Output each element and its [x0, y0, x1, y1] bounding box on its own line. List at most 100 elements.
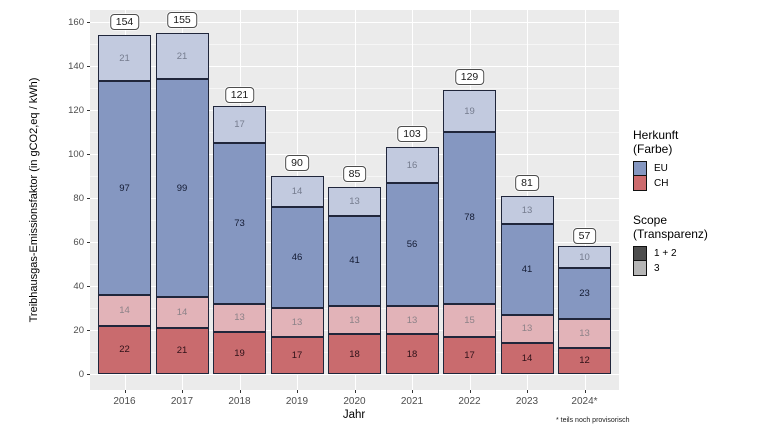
bar-segment-ch-scope-3: 13 [328, 305, 381, 335]
x-tick-label: 2020 [343, 396, 366, 407]
bar-segment-ch-scope-1-2: 17 [270, 336, 324, 374]
legend-title-herkunft: Herkunft (Farbe) [633, 128, 763, 156]
bar-segment-eu-scope-1-2: 99 [155, 79, 209, 297]
x-tick-mark [239, 390, 241, 393]
y-tick-mark [87, 154, 90, 155]
bar-segment-ch-scope-1-2: 21 [155, 327, 209, 374]
y-tick-mark [87, 198, 90, 199]
legend-item-scope-label: 1 + 2 [654, 248, 677, 259]
y-tick-label: 60 [73, 237, 84, 248]
bar-segment-ch-scope-1-2: 17 [443, 336, 496, 374]
y-tick-label: 120 [68, 105, 84, 116]
legend-item-scope-swatch [633, 261, 647, 276]
x-tick-mark [527, 390, 528, 393]
legend-title-herkunft-line2: (Farbe) [633, 142, 673, 156]
bar-segment-eu-scope-3: 19 [443, 90, 496, 132]
legend-title-scope-line1: Scope [633, 213, 668, 227]
bar-segment-ch-scope-1-2: 14 [500, 343, 554, 374]
x-tick-label: 2024* [571, 396, 598, 407]
y-tick-label: 140 [68, 61, 84, 72]
bar-segment-eu-scope-3: 14 [270, 176, 324, 207]
x-tick-mark [182, 390, 183, 393]
bar-segment-ch-scope-3: 13 [213, 303, 266, 333]
total-label: 154 [109, 14, 140, 31]
legend-title-scope-line2: (Transparenz) [633, 227, 708, 241]
bar-segment-eu-scope-1-2: 41 [328, 215, 381, 306]
bar-segment-eu-scope-3: 17 [213, 105, 266, 143]
bar-segment-eu-scope-1-2: 78 [443, 132, 496, 304]
legend-scope-items: 1 + 2 3 [633, 246, 763, 276]
bar-segment-ch-scope-3: 14 [155, 297, 209, 328]
gridline-vertical [584, 10, 586, 390]
y-axis-title: Treibhausgas-Emissionsfaktor (in gCO2,eq… [28, 77, 40, 323]
x-tick-mark [584, 390, 586, 393]
x-tick-label: 2016 [113, 396, 136, 407]
y-tick-mark [87, 242, 90, 243]
x-tick-label: 2022 [458, 396, 481, 407]
total-label: 155 [167, 12, 197, 28]
legend-item-scope-label: 3 [654, 263, 660, 274]
total-label: 121 [224, 86, 255, 103]
bar-segment-ch-scope-3: 14 [98, 294, 151, 326]
bar-segment-eu-scope-1-2: 46 [270, 206, 324, 308]
legend-title-herkunft-line1: Herkunft [633, 128, 679, 142]
legend-item-herkunft-ch: CH [633, 176, 763, 191]
legend: Herkunft (Farbe) EU CH Scope (Transparenz… [633, 128, 763, 298]
total-label: 129 [454, 69, 485, 86]
total-label: 90 [285, 155, 309, 171]
x-tick-label: 2019 [285, 396, 309, 407]
bar-segment-eu-scope-3: 21 [98, 35, 151, 82]
y-tick-mark [87, 22, 90, 23]
y-tick-mark [87, 66, 90, 67]
x-axis-title: Jahr [342, 409, 366, 421]
legend-item-herkunft-swatch [633, 161, 647, 176]
x-tick-mark [354, 390, 356, 393]
bar-segment-eu-scope-3: 10 [558, 246, 611, 269]
x-tick-label: 2021 [400, 396, 424, 407]
legend-herkunft-items: EU CH [633, 161, 763, 191]
y-tick-label: 0 [78, 369, 84, 380]
total-label: 85 [342, 166, 367, 182]
bar-segment-ch-scope-1-2: 12 [558, 347, 611, 374]
bar-segment-ch-scope-3: 13 [385, 305, 439, 335]
y-tick-label: 160 [68, 17, 84, 28]
bar-segment-eu-scope-1-2: 97 [98, 81, 151, 295]
bar-segment-ch-scope-1-2: 18 [385, 334, 439, 374]
legend-item-scope-swatch [633, 246, 647, 261]
bar-segment-ch-scope-1-2: 22 [98, 325, 151, 374]
legend-title-scope: Scope (Transparenz) [633, 213, 763, 241]
y-tick-label: 80 [73, 193, 84, 204]
bar-segment-eu-scope-1-2: 23 [558, 268, 611, 319]
bar-segment-eu-scope-3: 13 [328, 187, 381, 216]
y-tick-label: 20 [73, 325, 84, 336]
total-label: 81 [515, 174, 539, 191]
y-tick-mark [87, 330, 90, 331]
x-tick-mark [297, 390, 298, 393]
x-tick-label: 2018 [228, 396, 251, 407]
y-tick-mark [87, 286, 90, 287]
bar-segment-ch-scope-3: 13 [500, 314, 554, 344]
bar-segment-ch-scope-1-2: 19 [213, 332, 266, 374]
bar-segment-ch-scope-3: 15 [443, 303, 496, 337]
footnote: * teils noch provisorisch [556, 417, 630, 424]
bar-segment-ch-scope-1-2: 18 [328, 334, 381, 374]
plot-panel: 22 14 97 21 21 14 99 21 19 13 73 17 17 13 46 14 18 13 41 13… [90, 10, 619, 390]
x-tick-label: 2017 [170, 396, 194, 407]
bar-segment-ch-scope-3: 13 [270, 308, 324, 337]
total-label: 57 [572, 227, 597, 244]
bar-segment-eu-scope-1-2: 41 [500, 224, 554, 315]
x-tick-mark [412, 390, 413, 393]
bar-segment-eu-scope-1-2: 73 [213, 143, 266, 304]
legend-item-herkunft-label: CH [654, 178, 669, 189]
legend-item-herkunft-swatch [633, 176, 647, 191]
y-tick-mark [87, 374, 90, 375]
legend-item-scope-1+2: 1 + 2 [633, 246, 763, 261]
bar-segment-eu-scope-3: 16 [385, 147, 439, 183]
x-tick-mark [469, 390, 471, 393]
legend-item-herkunft-label: EU [654, 163, 668, 174]
y-tick-label: 100 [68, 149, 84, 160]
bar-segment-eu-scope-1-2: 56 [385, 182, 439, 306]
x-tick-label: 2023 [515, 396, 539, 407]
legend-item-herkunft-eu: EU [633, 161, 763, 176]
legend-item-scope-3: 3 [633, 261, 763, 276]
